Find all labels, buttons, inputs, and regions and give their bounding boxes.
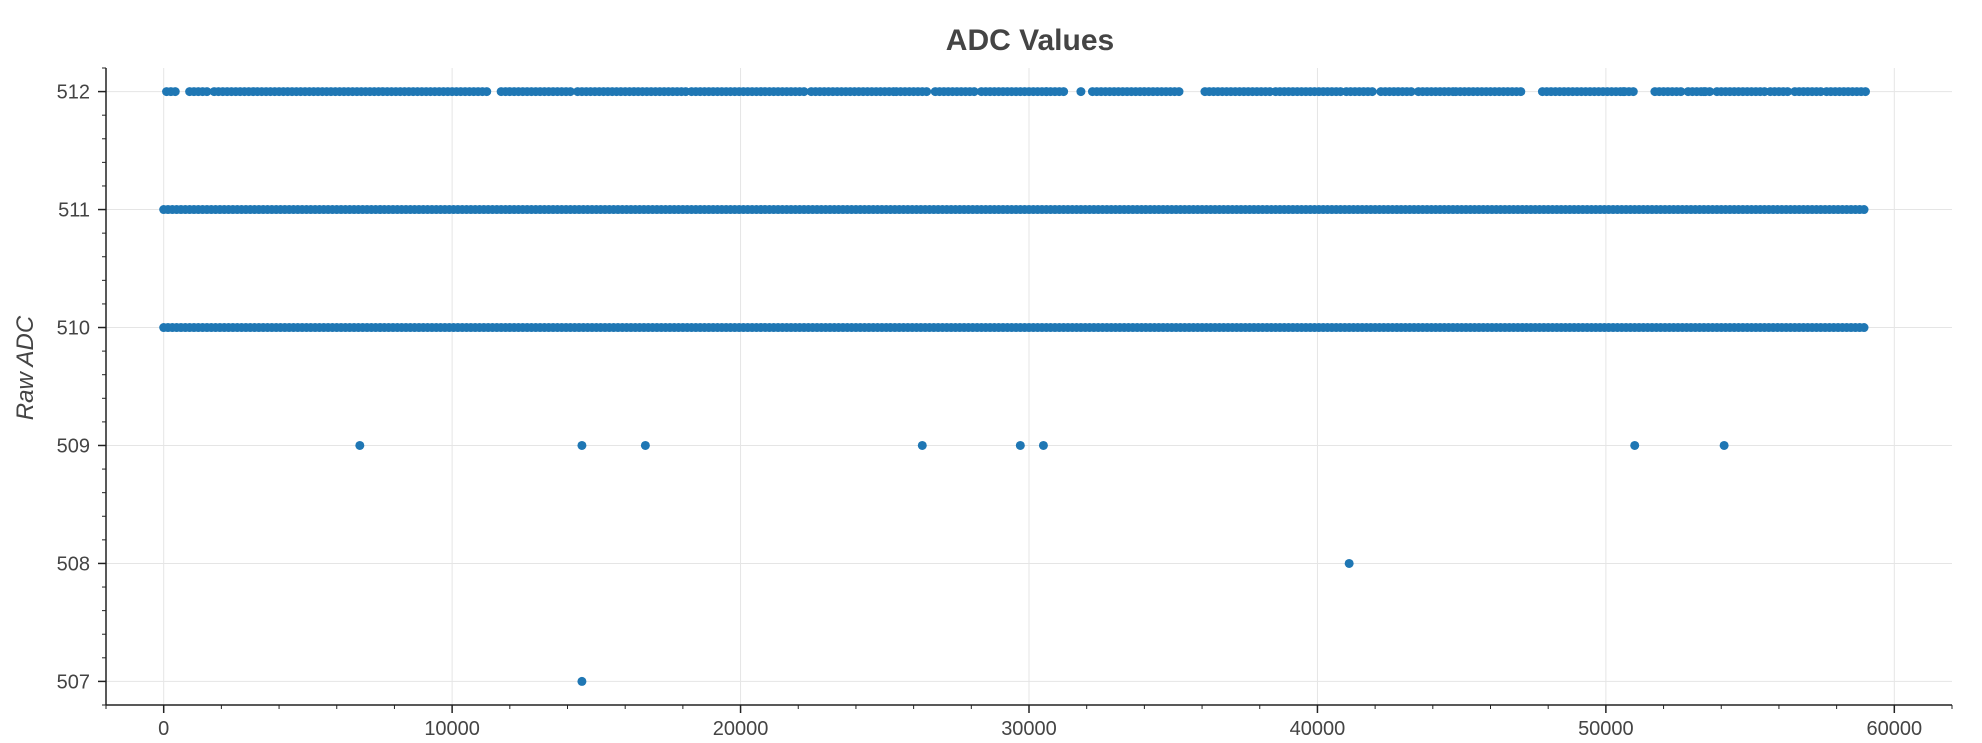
data-point: [1676, 87, 1686, 97]
data-point: [1860, 87, 1870, 97]
outlier-point: [355, 440, 365, 450]
data-point: [1174, 87, 1184, 97]
data-point: [1859, 323, 1869, 333]
outlier-point: [577, 676, 587, 686]
x-tick-label: 30000: [1001, 718, 1057, 740]
data-point: [1859, 205, 1869, 215]
data-point: [1618, 87, 1628, 97]
data-point: [202, 87, 212, 97]
x-tick-label: 40000: [1290, 718, 1346, 740]
x-tick-label: 10000: [424, 718, 480, 740]
outlier-point: [1015, 440, 1025, 450]
data-point: [799, 87, 809, 97]
x-tick-label: 50000: [1578, 718, 1634, 740]
outlier-point: [577, 440, 587, 450]
data-point: [1628, 87, 1638, 97]
x-tick-label: 20000: [713, 718, 769, 740]
outlier-point: [917, 440, 927, 450]
outlier-point: [640, 440, 650, 450]
data-point: [1059, 87, 1069, 97]
data-points: [159, 87, 1870, 686]
data-point: [1699, 87, 1709, 97]
data-point: [170, 87, 180, 97]
data-point: [565, 87, 575, 97]
data-point: [1516, 87, 1526, 97]
axes: [98, 67, 1953, 713]
data-point: [1367, 87, 1377, 97]
data-point: [922, 87, 932, 97]
tick-labels: 0 10000 20000 30000 40000 50000 60000 507 508 509…: [57, 82, 1923, 740]
x-tick-label: 0: [158, 718, 169, 740]
data-point: [1783, 87, 1793, 97]
grid-lines: [106, 68, 1952, 705]
data-point: [969, 87, 979, 97]
y-tick-label: 508: [57, 553, 90, 575]
data-point: [1406, 87, 1416, 97]
y-axis-label: Raw ADC: [12, 315, 39, 420]
outlier-point: [1719, 440, 1729, 450]
y-tick-label: 511: [58, 200, 90, 222]
outlier-point: [1038, 440, 1048, 450]
y-tick-label: 509: [57, 435, 90, 457]
data-point: [482, 87, 492, 97]
data-point: [1041, 87, 1051, 97]
y-tick-label: 507: [57, 671, 90, 693]
y-tick-label: 510: [57, 318, 90, 340]
outlier-point: [1344, 558, 1354, 568]
data-point: [1076, 87, 1086, 97]
chart-title: ADC Values: [946, 24, 1114, 57]
y-tick-label: 512: [57, 82, 90, 104]
outlier-point: [1630, 440, 1640, 450]
x-tick-label: 60000: [1867, 718, 1923, 740]
